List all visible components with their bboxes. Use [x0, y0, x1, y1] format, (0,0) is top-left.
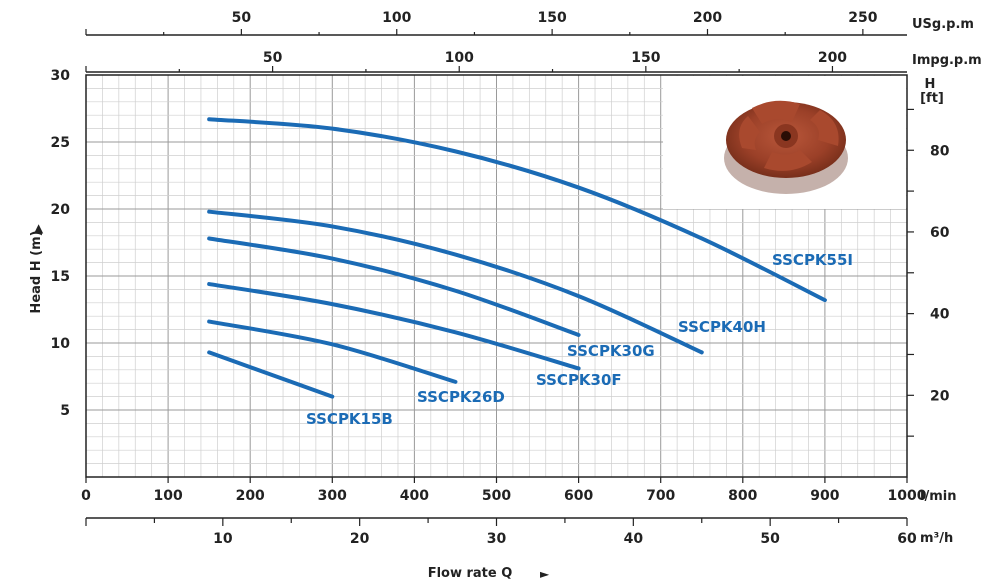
- m3h-axis: 10 20 30 40 50 60 m³/h: [85, 517, 953, 547]
- usgpm-unit: USg.p.m: [912, 17, 974, 32]
- y-tick-label: 10: [51, 336, 71, 352]
- y-axis: 5 10 15 20 25 30: [51, 68, 71, 419]
- m3h-tick-label: 10: [213, 531, 233, 547]
- m3h-tick-label: 60: [897, 531, 917, 547]
- m3h-unit: m³/h: [920, 531, 953, 546]
- curve-sscpk30g: [207, 236, 581, 337]
- m3h-tick-label: 50: [760, 531, 780, 547]
- x-tick-label: 600: [564, 488, 593, 504]
- ft-axis-label-h: H: [925, 77, 936, 92]
- x-tick-label: 200: [236, 488, 265, 504]
- ft-axis: 20 40 60 80: [907, 108, 950, 437]
- x-tick-label: 500: [482, 488, 511, 504]
- curve-sscpk15b: [207, 350, 335, 399]
- curve-sscpk30f: [207, 282, 581, 371]
- y-axis-label: Head H (m): [29, 230, 44, 313]
- impgpm-tick-label: 50: [263, 50, 283, 66]
- series-label-sscpk26d: SSCPK26D: [417, 388, 505, 406]
- curves: [207, 117, 827, 399]
- series-labels: SSCPK55I SSCPK40H SSCPK30G SSCPK30F SSCPK26D…: [306, 251, 853, 428]
- ft-tick-label: 40: [930, 307, 950, 323]
- series-label-sscpk40h: SSCPK40H: [678, 318, 766, 336]
- usgpm-tick-label: 200: [693, 10, 722, 26]
- ft-tick-label: 60: [930, 225, 950, 241]
- m3h-tick-label: 20: [350, 531, 370, 547]
- impgpm-tick-label: 100: [445, 50, 474, 66]
- impgpm-unit: Impg.p.m: [912, 53, 982, 68]
- m3h-tick-label: 30: [487, 531, 507, 547]
- x-axis-unit: l/min: [920, 489, 956, 504]
- usgpm-tick-label: 100: [382, 10, 411, 26]
- y-tick-label: 15: [51, 269, 70, 285]
- usgpm-tick-label: 50: [232, 10, 252, 26]
- x-tick-label: 300: [318, 488, 347, 504]
- ft-tick-label: 20: [930, 388, 950, 404]
- x-tick-label: 0: [81, 488, 91, 504]
- curve-sscpk26d: [207, 319, 458, 384]
- x-tick-label: 100: [153, 488, 182, 504]
- impeller-photo: [663, 76, 906, 209]
- series-label-sscpk15b: SSCPK15B: [306, 410, 393, 428]
- y-tick-label: 5: [60, 403, 70, 419]
- x-axis-arrow-icon: ►: [540, 567, 550, 581]
- ft-tick-label: 80: [930, 143, 950, 159]
- impgpm-axis: 50 100 150 200 Impg.p.m: [85, 50, 982, 73]
- curve-sscpk40h: [207, 209, 704, 355]
- usgpm-tick-label: 150: [538, 10, 567, 26]
- y-axis-arrow-icon: ▲: [34, 221, 44, 235]
- series-label-sscpk55i: SSCPK55I: [772, 251, 853, 269]
- x-tick-label: 400: [400, 488, 429, 504]
- x-tick-label: 800: [728, 488, 757, 504]
- x-tick-label: 700: [646, 488, 675, 504]
- x-axis-label: Flow rate Q: [428, 566, 513, 581]
- grid: [85, 74, 908, 478]
- series-label-sscpk30g: SSCPK30G: [567, 342, 655, 360]
- x-tick-label: 1000: [888, 488, 927, 504]
- impgpm-tick-label: 200: [818, 50, 847, 66]
- y-tick-label: 30: [51, 68, 71, 84]
- y-tick-label: 20: [51, 202, 71, 218]
- series-label-sscpk30f: SSCPK30F: [536, 371, 622, 389]
- x-tick-label: 900: [810, 488, 839, 504]
- ft-axis-label-unit: [ft]: [920, 91, 944, 106]
- curve-sscpk55i: [207, 117, 827, 303]
- y-tick-label: 25: [51, 135, 70, 151]
- impgpm-tick-label: 150: [631, 50, 660, 66]
- x-axis: 0 100 200 300 400 500 600 700 800 900 1000: [81, 477, 927, 504]
- usgpm-tick-label: 250: [848, 10, 877, 26]
- usgpm-axis: 50 100 150 200 250 USg.p.m: [85, 10, 974, 36]
- m3h-tick-label: 40: [624, 531, 644, 547]
